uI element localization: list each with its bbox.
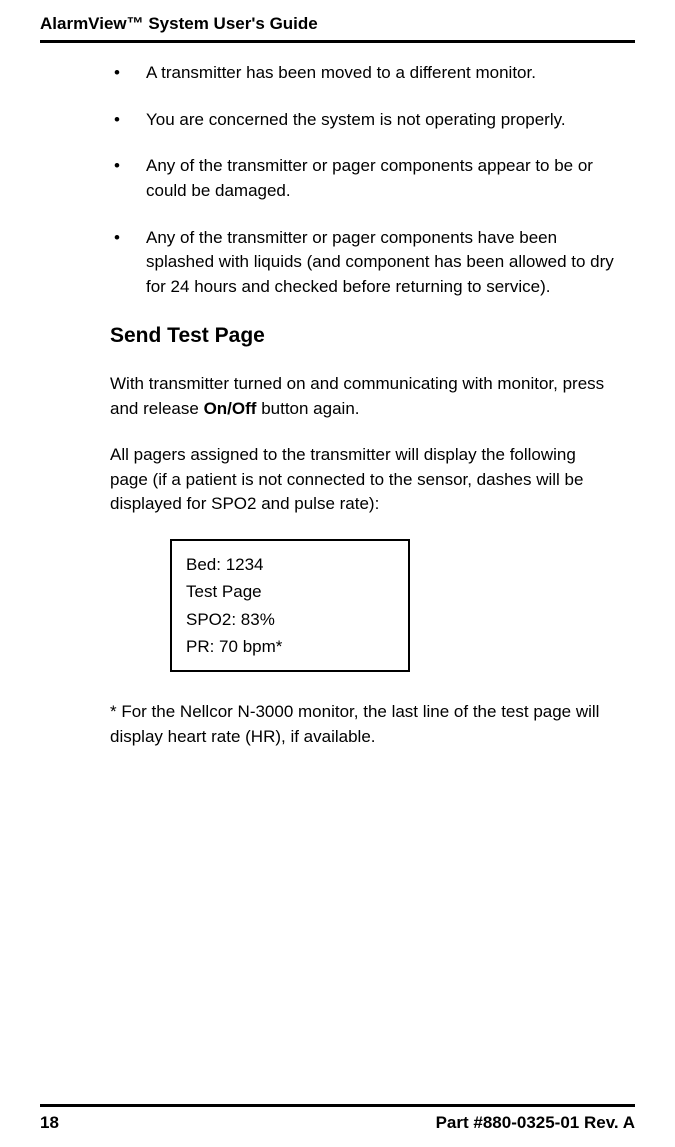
footnote: * For the Nellcor N-3000 monitor, the la… bbox=[110, 700, 615, 749]
display-line: PR: 70 bpm* bbox=[186, 633, 394, 660]
footer-rule bbox=[40, 1104, 635, 1107]
paragraph: With transmitter turned on and communica… bbox=[110, 372, 615, 421]
display-line: Test Page bbox=[186, 578, 394, 605]
list-item: Any of the transmitter or pager componen… bbox=[110, 154, 615, 203]
paragraph: All pagers assigned to the transmitter w… bbox=[110, 443, 615, 517]
pager-display-box: Bed: 1234 Test Page SPO2: 83% PR: 70 bpm… bbox=[170, 539, 410, 672]
body-content: A transmitter has been moved to a differ… bbox=[40, 61, 635, 749]
display-line: SPO2: 83% bbox=[186, 606, 394, 633]
part-number: Part #880-0325-01 Rev. A bbox=[436, 1113, 635, 1133]
running-header: AlarmView™ System User's Guide bbox=[40, 0, 635, 40]
text: button again. bbox=[256, 399, 359, 418]
bullet-list: A transmitter has been moved to a differ… bbox=[110, 61, 615, 299]
page: AlarmView™ System User's Guide A transmi… bbox=[0, 0, 675, 1147]
list-item: Any of the transmitter or pager componen… bbox=[110, 226, 615, 300]
header-rule bbox=[40, 40, 635, 43]
section-title: Send Test Page bbox=[110, 321, 615, 351]
footer-row: 18 Part #880-0325-01 Rev. A bbox=[40, 1113, 635, 1133]
page-number: 18 bbox=[40, 1113, 59, 1133]
footer: 18 Part #880-0325-01 Rev. A bbox=[40, 1104, 635, 1133]
list-item: You are concerned the system is not oper… bbox=[110, 108, 615, 133]
bold-text: On/Off bbox=[204, 399, 257, 418]
list-item: A transmitter has been moved to a differ… bbox=[110, 61, 615, 86]
display-line: Bed: 1234 bbox=[186, 551, 394, 578]
